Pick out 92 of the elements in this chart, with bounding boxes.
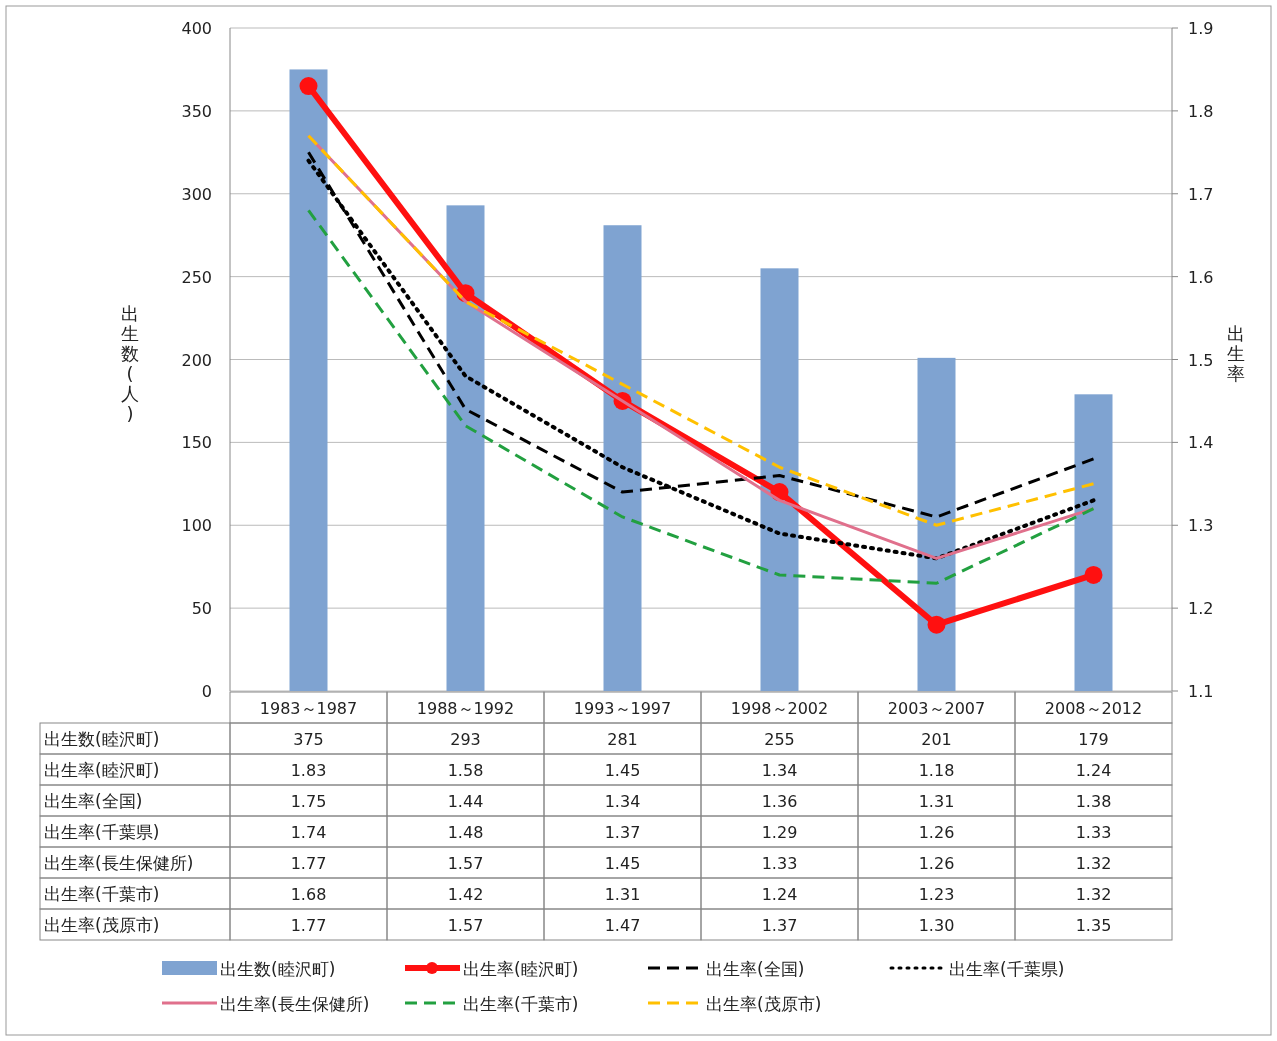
y-tick-label: 100: [181, 516, 212, 536]
data-label: 1.57: [447, 916, 484, 935]
data-label: 1.32: [1075, 854, 1112, 873]
legend-label: 出生率(睦沢町): [463, 959, 579, 979]
y-tick-label: 350: [181, 101, 212, 121]
data-label: 1.18: [918, 761, 955, 780]
text: 出生率(全国): [44, 791, 143, 811]
legend-label: 出生率(茂原市): [706, 994, 822, 1014]
bar: [760, 268, 799, 691]
data-label: 1.34: [604, 792, 641, 811]
y2-tick-label: 1.7: [1188, 184, 1214, 204]
bar: [289, 69, 328, 691]
data-label: 201: [921, 730, 952, 749]
data-label: 1.31: [918, 792, 955, 811]
bar: [1074, 394, 1113, 691]
data-label: 1.33: [1075, 823, 1112, 842]
data-label: 1.29: [761, 823, 798, 842]
y2-tick-label: 1.5: [1188, 350, 1214, 370]
legend-label: 出生率(長生保健所): [220, 994, 370, 1014]
text: 出生数(睦沢町): [44, 729, 160, 749]
data-label: 1.47: [604, 916, 641, 935]
y2-tick-label: 1.9: [1188, 19, 1214, 38]
data-label: 179: [1078, 730, 1109, 749]
text: 出生率(茂原市): [44, 915, 160, 935]
point: [927, 615, 946, 634]
y2-tick-label: 1.8: [1188, 101, 1214, 121]
point: [299, 77, 318, 96]
data-label: 1.24: [761, 885, 798, 904]
y-tick-label: 400: [181, 19, 212, 38]
text: 出生率(長生保健所): [44, 853, 194, 873]
data-label: 1.48: [447, 823, 484, 842]
y2-tick-label: 1.1: [1188, 682, 1214, 701]
data-label: 1.57: [447, 854, 484, 873]
bar: [917, 357, 956, 691]
legend-label: 出生数(睦沢町): [220, 959, 336, 979]
data-label: 293: [450, 730, 481, 749]
y-tick-label: 300: [181, 184, 212, 204]
data-label: 1.24: [1075, 761, 1112, 780]
bar: [446, 205, 485, 691]
line-series: [307, 208, 1095, 585]
data-label: 281: [607, 730, 638, 749]
data-label: 1.26: [918, 823, 955, 842]
legend-label: 出生率(千葉県): [949, 959, 1065, 979]
data-label: 1.35: [1075, 916, 1112, 935]
data-label: 1.32: [1075, 885, 1112, 904]
x-tick-label: 2008～2012: [1044, 699, 1143, 718]
y-tick-label: 150: [181, 433, 212, 453]
data-label: 1.44: [447, 792, 484, 811]
text: 出生率(千葉市): [44, 884, 160, 904]
y2-tick-label: 1.4: [1188, 433, 1214, 453]
data-label: 1.38: [1075, 792, 1112, 811]
x-tick-label: 1983～1987: [259, 699, 358, 718]
y2-tick-label: 1.3: [1188, 516, 1214, 536]
data-label: 1.37: [761, 916, 798, 935]
data-label: 1.23: [918, 885, 955, 904]
data-label: 1.83: [290, 761, 327, 780]
data-label: 375: [293, 730, 324, 749]
y-tick-label: 250: [181, 267, 212, 287]
data-label: 1.77: [290, 854, 327, 873]
data-label: 1.58: [447, 761, 484, 780]
data-label: 1.26: [918, 854, 955, 873]
y-tick-label: 0: [201, 682, 212, 701]
legend-label: 出生率(全国): [706, 959, 805, 979]
data-label: 1.77: [290, 916, 327, 935]
y-axis-title: 出生数(人): [121, 303, 139, 424]
point: [1084, 565, 1103, 584]
data-label: 1.42: [447, 885, 484, 904]
data-label: 255: [764, 730, 795, 749]
x-tick-label: 2003～2007: [887, 699, 986, 718]
data-label: 1.30: [918, 916, 955, 935]
data-label: 1.68: [290, 885, 327, 904]
y-tick-label: 50: [191, 599, 212, 619]
data-label: 1.33: [761, 854, 798, 873]
y-tick-label: 200: [181, 350, 212, 370]
data-label: 1.45: [604, 854, 641, 873]
data-label: 1.74: [290, 823, 327, 842]
x-tick-label: 1988～1992: [416, 699, 515, 718]
data-label: 1.37: [604, 823, 641, 842]
x-tick-label: 1998～2002: [730, 699, 829, 718]
x-tick-label: 1993～1997: [573, 699, 672, 718]
data-label: 1.45: [604, 761, 641, 780]
data-label: 1.75: [290, 792, 327, 811]
data-label: 1.36: [761, 792, 798, 811]
text: 出生率(千葉県): [44, 822, 160, 842]
y2-axis-title: 出生率: [1227, 323, 1245, 384]
legend-label: 出生率(千葉市): [463, 994, 579, 1014]
y2-tick-label: 1.2: [1188, 599, 1214, 619]
bar: [603, 225, 642, 691]
text: 出生率(睦沢町): [44, 760, 160, 780]
y2-tick-label: 1.6: [1188, 267, 1214, 287]
data-label: 1.34: [761, 761, 798, 780]
data-label: 1.31: [604, 885, 641, 904]
